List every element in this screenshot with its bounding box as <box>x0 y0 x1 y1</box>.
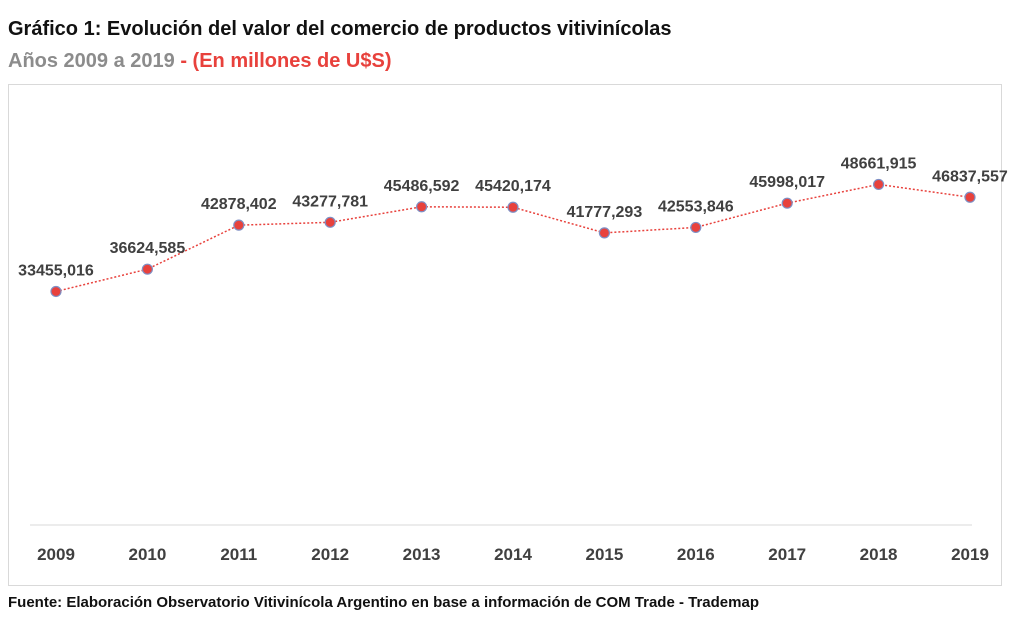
data-point <box>964 191 976 203</box>
data-point <box>324 216 336 228</box>
x-tick-label: 2018 <box>860 545 898 564</box>
data-point <box>690 221 702 234</box>
subtitle-units: - (En millones de U$S) <box>174 50 392 72</box>
source-footer: Fuente: Elaboración Observatorio Vitivin… <box>8 594 759 611</box>
chart-subtitle: Años 2009 a 2019 - (En millones de U$S) <box>8 50 391 73</box>
data-label: 41777,293 <box>567 204 643 221</box>
data-point <box>781 197 793 209</box>
data-label: 42553,846 <box>658 198 734 215</box>
data-point <box>141 263 153 275</box>
x-tick-label: 2013 <box>403 545 441 564</box>
data-point <box>598 227 611 239</box>
x-tick-label: 2016 <box>677 545 715 564</box>
series-line <box>55 183 971 293</box>
data-label: 48661,915 <box>841 155 917 172</box>
x-tick-label: 2017 <box>768 545 806 564</box>
data-label: 42878,402 <box>201 196 277 213</box>
data-point <box>872 178 885 191</box>
data-label: 45486,592 <box>384 178 460 195</box>
data-label: 46837,557 <box>932 168 1008 185</box>
x-tick-label: 2009 <box>37 545 75 564</box>
data-point <box>416 201 428 213</box>
data-point <box>507 201 519 213</box>
data-point <box>233 219 245 231</box>
x-tick-label: 2010 <box>128 545 166 564</box>
x-tick-label: 2014 <box>494 545 532 564</box>
data-label: 33455,016 <box>18 262 94 279</box>
x-tick-label: 2012 <box>311 545 349 564</box>
x-tick-label: 2015 <box>585 545 623 564</box>
data-label: 36624,585 <box>110 240 186 257</box>
data-label: 45998,017 <box>749 174 825 191</box>
data-point <box>50 285 62 298</box>
data-label: 43277,781 <box>292 193 368 210</box>
x-tick-label: 2011 <box>220 545 257 564</box>
x-tick-label: 2019 <box>951 545 989 564</box>
data-label: 45420,174 <box>475 178 551 195</box>
subtitle-years: Años 2009 a 2019 <box>8 50 175 72</box>
chart-title: Gráfico 1: Evolución del valor del comer… <box>8 18 672 40</box>
chart-frame <box>8 84 1002 586</box>
